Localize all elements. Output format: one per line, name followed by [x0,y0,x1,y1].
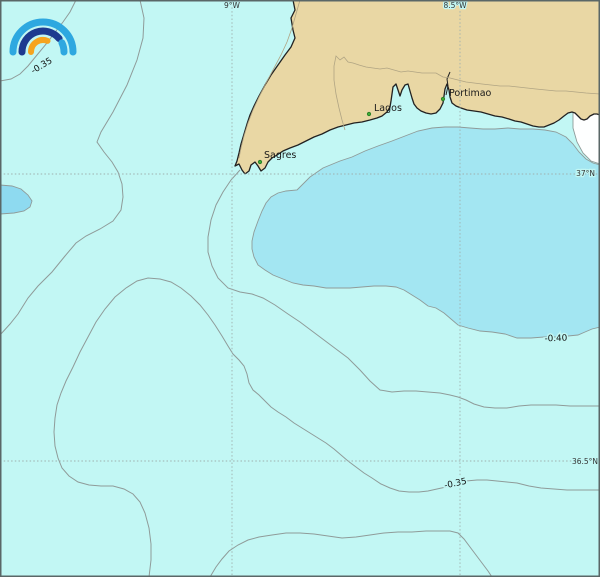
city-label-lagos: Lagos [374,103,402,114]
land-region [234,0,600,175]
city-dot-lagos [366,111,372,117]
district-line-east [333,55,600,131]
contour-cape-diagonal [207,169,600,409]
axis-label: 8.5°W [443,1,467,10]
axis-label: 37°N [576,169,595,178]
blob-zone-minus-0_40 [0,184,33,215]
white-zone [572,111,600,165]
axis-label: 9°W [224,1,241,10]
contour-west [0,0,145,336]
city-dot-portimao [440,96,446,102]
contour-hill-minus-0_35 [53,277,600,577]
logo-arc-outer-lightblue [9,18,77,56]
contour-label: -0.40 [544,334,567,345]
axis-label: 36.5°N [572,457,598,466]
contour-top-left [0,0,77,82]
logo-arc-darkblue [18,27,63,56]
logo-arc-orange [28,37,51,55]
city-label-sagres: Sagres [264,150,296,161]
contour-bottom [209,530,493,577]
portimao-river-line [445,71,451,96]
district-line-west [238,0,301,159]
city-label-portimao: Portimao [449,88,492,99]
logo-arc-inner-lightblue [58,39,68,56]
city-dot-sagres [257,159,263,165]
bay-zone-minus-0_40 [251,126,600,339]
